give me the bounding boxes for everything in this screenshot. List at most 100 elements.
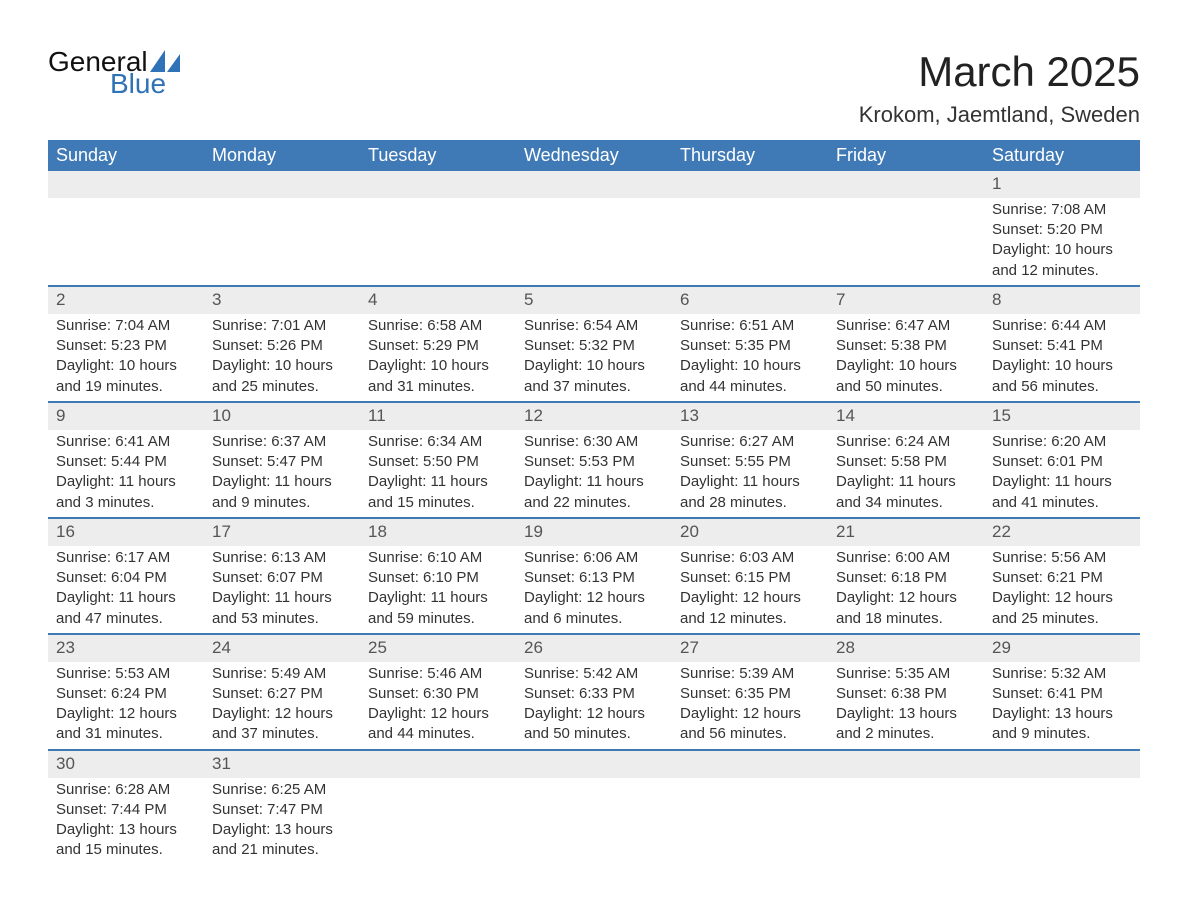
title-block: March 2025 Krokom, Jaemtland, Sweden [859, 48, 1140, 128]
day-number-cell [672, 750, 828, 778]
sunset-text: Sunset: 5:29 PM [368, 336, 508, 356]
daylight-text: Daylight: 11 hours [56, 472, 196, 492]
sunrise-text: Sunrise: 6:44 AM [992, 316, 1132, 336]
sunset-text: Sunset: 5:47 PM [212, 452, 352, 472]
sunset-text: Sunset: 6:21 PM [992, 568, 1132, 588]
day-detail-cell [672, 198, 828, 286]
sunrise-text: Sunrise: 7:04 AM [56, 316, 196, 336]
sunset-text: Sunset: 7:44 PM [56, 800, 196, 820]
sunrise-text: Sunrise: 6:13 AM [212, 548, 352, 568]
sunrise-text: Sunrise: 5:53 AM [56, 664, 196, 684]
day-number-cell: 14 [828, 402, 984, 430]
weekday-header-row: Sunday Monday Tuesday Wednesday Thursday… [48, 140, 1140, 171]
day-detail-cell: Sunrise: 6:10 AMSunset: 6:10 PMDaylight:… [360, 546, 516, 634]
day-detail-cell: Sunrise: 6:00 AMSunset: 6:18 PMDaylight:… [828, 546, 984, 634]
day-detail-cell [828, 778, 984, 865]
daylight-text: Daylight: 12 hours [836, 588, 976, 608]
day-number-cell: 1 [984, 171, 1140, 198]
day-detail-cell [204, 198, 360, 286]
sunrise-text: Sunrise: 6:06 AM [524, 548, 664, 568]
sunset-text: Sunset: 5:38 PM [836, 336, 976, 356]
day-detail-cell: Sunrise: 6:20 AMSunset: 6:01 PMDaylight:… [984, 430, 1140, 518]
sunrise-text: Sunrise: 6:20 AM [992, 432, 1132, 452]
day-detail-cell: Sunrise: 5:39 AMSunset: 6:35 PMDaylight:… [672, 662, 828, 750]
day-number-cell: 21 [828, 518, 984, 546]
day-detail-cell: Sunrise: 6:37 AMSunset: 5:47 PMDaylight:… [204, 430, 360, 518]
sunrise-text: Sunrise: 6:28 AM [56, 780, 196, 800]
daylight-text: and 19 minutes. [56, 377, 196, 397]
day-detail-cell [516, 778, 672, 865]
daylight-text: Daylight: 11 hours [524, 472, 664, 492]
sunrise-text: Sunrise: 5:49 AM [212, 664, 352, 684]
daylight-text: and 56 minutes. [992, 377, 1132, 397]
daylight-text: Daylight: 10 hours [212, 356, 352, 376]
month-title: March 2025 [859, 48, 1140, 96]
sunset-text: Sunset: 6:24 PM [56, 684, 196, 704]
sunset-text: Sunset: 6:13 PM [524, 568, 664, 588]
daylight-text: Daylight: 12 hours [680, 704, 820, 724]
weekday-header: Sunday [48, 140, 204, 171]
daylight-text: Daylight: 12 hours [524, 588, 664, 608]
day-detail-cell: Sunrise: 5:42 AMSunset: 6:33 PMDaylight:… [516, 662, 672, 750]
daylight-text: Daylight: 12 hours [368, 704, 508, 724]
day-detail-cell: Sunrise: 6:13 AMSunset: 6:07 PMDaylight:… [204, 546, 360, 634]
day-detail-cell: Sunrise: 6:44 AMSunset: 5:41 PMDaylight:… [984, 314, 1140, 402]
weekday-header: Wednesday [516, 140, 672, 171]
daylight-text: and 31 minutes. [368, 377, 508, 397]
day-detail-cell [828, 198, 984, 286]
daylight-text: and 25 minutes. [212, 377, 352, 397]
sunset-text: Sunset: 5:32 PM [524, 336, 664, 356]
sunset-text: Sunset: 5:23 PM [56, 336, 196, 356]
daylight-text: Daylight: 11 hours [56, 588, 196, 608]
day-detail-cell: Sunrise: 6:41 AMSunset: 5:44 PMDaylight:… [48, 430, 204, 518]
day-number-cell: 26 [516, 634, 672, 662]
day-number-cell [828, 171, 984, 198]
daylight-text: and 59 minutes. [368, 609, 508, 629]
sunset-text: Sunset: 6:38 PM [836, 684, 976, 704]
sunset-text: Sunset: 5:44 PM [56, 452, 196, 472]
day-detail-cell: Sunrise: 6:58 AMSunset: 5:29 PMDaylight:… [360, 314, 516, 402]
sunrise-text: Sunrise: 5:56 AM [992, 548, 1132, 568]
sunset-text: Sunset: 5:58 PM [836, 452, 976, 472]
daylight-text: and 3 minutes. [56, 493, 196, 513]
day-number-cell: 5 [516, 286, 672, 314]
weekday-header: Saturday [984, 140, 1140, 171]
day-number-cell: 7 [828, 286, 984, 314]
day-detail-cell: Sunrise: 5:56 AMSunset: 6:21 PMDaylight:… [984, 546, 1140, 634]
sunrise-text: Sunrise: 6:34 AM [368, 432, 508, 452]
daylight-text: and 41 minutes. [992, 493, 1132, 513]
sunset-text: Sunset: 5:50 PM [368, 452, 508, 472]
day-number-cell: 11 [360, 402, 516, 430]
day-number-cell [516, 750, 672, 778]
day-number-cell [360, 750, 516, 778]
sunrise-text: Sunrise: 5:42 AM [524, 664, 664, 684]
location-subtitle: Krokom, Jaemtland, Sweden [859, 102, 1140, 128]
sunrise-text: Sunrise: 6:03 AM [680, 548, 820, 568]
daylight-text: and 12 minutes. [680, 609, 820, 629]
day-number-cell [828, 750, 984, 778]
sunset-text: Sunset: 7:47 PM [212, 800, 352, 820]
daylight-text: and 15 minutes. [368, 493, 508, 513]
day-detail-cell [360, 778, 516, 865]
sunrise-text: Sunrise: 6:25 AM [212, 780, 352, 800]
sunset-text: Sunset: 5:35 PM [680, 336, 820, 356]
daylight-text: and 37 minutes. [524, 377, 664, 397]
daylight-text: and 12 minutes. [992, 261, 1132, 281]
daylight-text: Daylight: 11 hours [836, 472, 976, 492]
daylight-text: Daylight: 10 hours [524, 356, 664, 376]
calendar-body: 1Sunrise: 7:08 AMSunset: 5:20 PMDaylight… [48, 171, 1140, 865]
sunset-text: Sunset: 6:27 PM [212, 684, 352, 704]
daylight-text: Daylight: 13 hours [836, 704, 976, 724]
sunrise-text: Sunrise: 6:24 AM [836, 432, 976, 452]
day-detail-cell: Sunrise: 6:47 AMSunset: 5:38 PMDaylight:… [828, 314, 984, 402]
day-detail-cell: Sunrise: 6:54 AMSunset: 5:32 PMDaylight:… [516, 314, 672, 402]
daylight-text: and 50 minutes. [836, 377, 976, 397]
sunrise-text: Sunrise: 7:01 AM [212, 316, 352, 336]
sunrise-text: Sunrise: 6:41 AM [56, 432, 196, 452]
day-detail-cell: Sunrise: 5:49 AMSunset: 6:27 PMDaylight:… [204, 662, 360, 750]
day-detail-row: Sunrise: 6:28 AMSunset: 7:44 PMDaylight:… [48, 778, 1140, 865]
day-number-cell: 20 [672, 518, 828, 546]
day-number-row: 3031 [48, 750, 1140, 778]
day-detail-cell: Sunrise: 6:34 AMSunset: 5:50 PMDaylight:… [360, 430, 516, 518]
day-detail-cell: Sunrise: 7:01 AMSunset: 5:26 PMDaylight:… [204, 314, 360, 402]
